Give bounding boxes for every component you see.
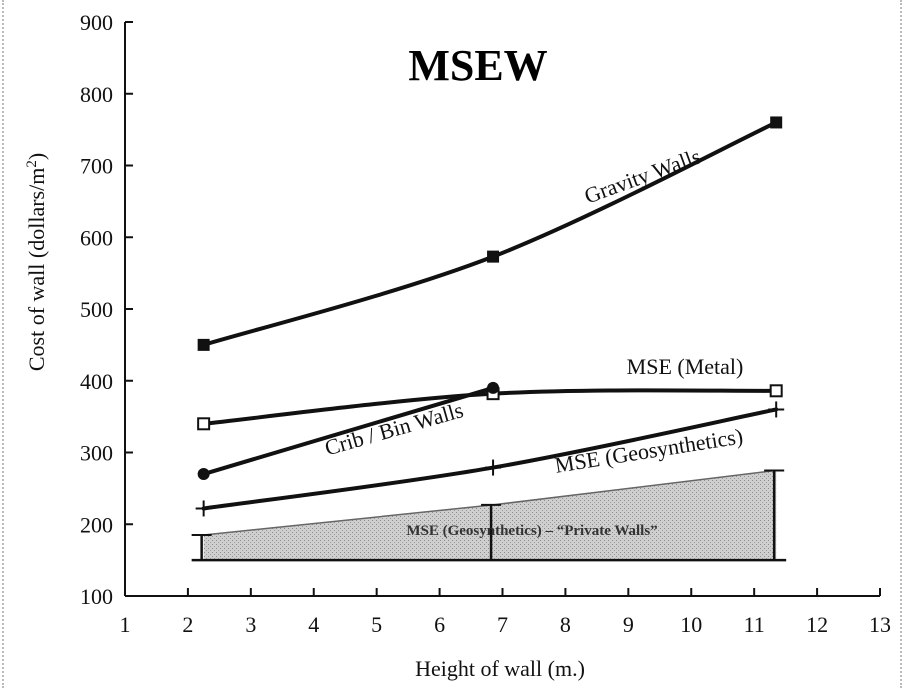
x-tick-label: 5 bbox=[371, 612, 382, 637]
series-layer bbox=[195, 116, 785, 517]
y-tick-label: 200 bbox=[80, 512, 113, 537]
x-tick-label: 11 bbox=[744, 612, 765, 637]
y-tick-label: 400 bbox=[80, 369, 113, 394]
x-tick-label: 4 bbox=[308, 612, 319, 637]
x-axis-title: Height of wall (m.) bbox=[415, 656, 585, 681]
series-label-mse-geosynthetics: MSE (Geosynthetics) bbox=[553, 423, 745, 477]
x-tick-label: 7 bbox=[497, 612, 508, 637]
x-tick-label: 3 bbox=[245, 612, 256, 637]
y-axis-title-superscript: 2 bbox=[24, 160, 40, 168]
ticks-layer: 1 2 3 4 5 6 7 8 9 10 11 12 1310020030040050060070080… bbox=[80, 10, 891, 637]
x-tick-label: 8 bbox=[560, 612, 571, 637]
point-mse-geosynthetics bbox=[195, 500, 212, 517]
series-crib-bin-walls bbox=[197, 381, 500, 481]
band-label: MSE (Geosynthetics) – “Private Walls” bbox=[406, 523, 657, 539]
series-line-crib-bin-walls bbox=[201, 385, 496, 477]
series-gravity-walls bbox=[197, 116, 783, 351]
point-crib-bin-walls bbox=[487, 381, 500, 394]
point-gravity-walls bbox=[487, 250, 500, 263]
point-mse-geosynthetics bbox=[768, 401, 785, 418]
y-axis-title: Cost of wall (dollars/m2) bbox=[24, 153, 49, 371]
private-walls-band-layer: MSE (Geosynthetics) – “Private Walls” bbox=[191, 469, 787, 562]
x-tick-label: 1 bbox=[120, 612, 131, 637]
point-gravity-walls bbox=[770, 116, 783, 129]
point-mse-metal bbox=[769, 384, 783, 398]
y-tick-label: 500 bbox=[80, 297, 113, 322]
series-mse-geosynthetics bbox=[195, 401, 785, 517]
x-tick-label: 12 bbox=[806, 612, 828, 637]
y-tick-label: 900 bbox=[80, 10, 113, 35]
x-tick-label: 2 bbox=[182, 612, 193, 637]
x-tick-label: 10 bbox=[680, 612, 702, 637]
chart-title: MSEW bbox=[408, 41, 547, 90]
y-tick-label: 700 bbox=[80, 154, 113, 179]
x-tick-label: 13 bbox=[869, 612, 891, 637]
right-dotted-border bbox=[900, 0, 902, 688]
left-dotted-border bbox=[2, 0, 4, 688]
y-tick-label: 100 bbox=[80, 584, 113, 609]
y-axis-title-main: Cost of wall (dollars/m bbox=[24, 168, 49, 371]
y-axis-title-close: ) bbox=[24, 153, 49, 160]
y-tick-label: 600 bbox=[80, 225, 113, 250]
y-tick-label: 800 bbox=[80, 82, 113, 107]
x-tick-label: 6 bbox=[434, 612, 445, 637]
point-crib-bin-walls bbox=[197, 468, 210, 481]
point-gravity-walls bbox=[197, 338, 210, 351]
y-tick-label: 300 bbox=[80, 441, 113, 466]
series-label-gravity-walls: Gravity Walls bbox=[581, 143, 704, 208]
series-label-mse-metal: MSE (Metal) bbox=[627, 354, 744, 379]
point-mse-metal bbox=[197, 417, 211, 431]
x-tick-label: 9 bbox=[623, 612, 634, 637]
point-mse-geosynthetics bbox=[485, 459, 502, 476]
